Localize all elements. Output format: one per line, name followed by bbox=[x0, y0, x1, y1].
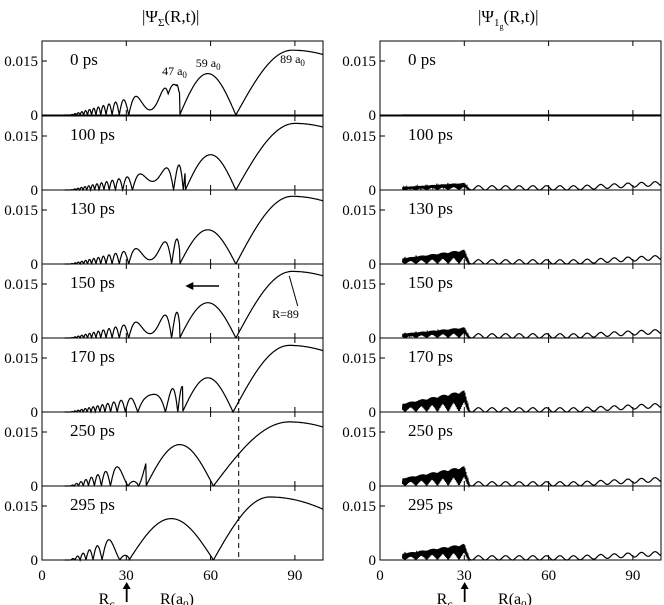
y-tick-label: 0.015 bbox=[342, 425, 376, 441]
panel-left-4: 0 0.015 170 ps bbox=[4, 337, 324, 421]
series-line bbox=[401, 181, 661, 192]
y-tick-label: 0.015 bbox=[4, 203, 38, 219]
panel-time-label: 295 ps bbox=[408, 495, 453, 514]
panel-time-label: 100 ps bbox=[70, 125, 115, 144]
panel-left-2: 0 0.015 130 ps bbox=[4, 189, 324, 273]
panel-frame bbox=[41, 40, 324, 116]
x-tick-label: 90 bbox=[287, 568, 302, 584]
panel-time-label: 150 ps bbox=[70, 273, 115, 292]
panel-time-label: 130 ps bbox=[70, 199, 115, 218]
y-tick-label: 0 bbox=[369, 479, 377, 495]
y-tick-label: 0.015 bbox=[4, 129, 38, 145]
y-tick-label: 0 bbox=[31, 553, 39, 569]
y-tick-label: 0.015 bbox=[342, 277, 376, 293]
series-line bbox=[64, 421, 324, 488]
panel-right-0: 0 0.015 0 ps bbox=[342, 40, 662, 124]
chart-panels: 0 0.015 0 ps 0 0.015 100 ps 0 0.015 130 ps 0 0.015… bbox=[4, 40, 662, 569]
rc-label: Rc bbox=[99, 591, 115, 605]
series-line bbox=[401, 327, 661, 340]
y-tick-label: 0 bbox=[31, 257, 39, 273]
x-tick-label: 0 bbox=[38, 568, 46, 584]
y-tick-label: 0 bbox=[31, 108, 39, 124]
x-axis-title: R(a0) bbox=[498, 591, 532, 605]
y-tick-label: 0.015 bbox=[4, 277, 38, 293]
x-tick-label: 90 bbox=[625, 568, 640, 584]
panel-time-label: 250 ps bbox=[408, 421, 453, 440]
panel-left-3: 0 0.015 150 ps bbox=[4, 263, 324, 347]
series-line bbox=[401, 390, 661, 413]
panel-time-label: 170 ps bbox=[70, 347, 115, 366]
column-title-0: |ΨΣ(R,t)| bbox=[142, 7, 199, 29]
panel-right-1: 0 0.015 100 ps bbox=[342, 115, 662, 199]
panel-frame bbox=[41, 485, 324, 561]
y-tick-label: 0.015 bbox=[342, 351, 376, 367]
panel-right-2: 0 0.015 130 ps bbox=[342, 189, 662, 273]
y-tick-label: 0 bbox=[369, 553, 377, 569]
panel-right-5: 0 0.015 250 ps bbox=[342, 411, 662, 495]
series-line bbox=[64, 270, 324, 340]
panel-left-5: 0 0.015 250 ps bbox=[4, 411, 324, 495]
annotation-47: 47 a0 bbox=[162, 64, 187, 80]
x-tick-label: 60 bbox=[541, 568, 556, 584]
y-tick-label: 0.015 bbox=[342, 203, 376, 219]
panel-time-label: 295 ps bbox=[70, 495, 115, 514]
x-tick-label: 60 bbox=[203, 568, 218, 584]
series-line bbox=[64, 49, 324, 117]
y-tick-label: 0 bbox=[31, 183, 39, 199]
rc-arrow-head bbox=[460, 582, 469, 589]
x-tick-label: 30 bbox=[119, 568, 134, 584]
series-line bbox=[64, 195, 324, 266]
panel-time-label: 0 ps bbox=[70, 50, 98, 69]
y-tick-label: 0.015 bbox=[342, 54, 376, 70]
leftward-arrow-head bbox=[185, 282, 194, 290]
annotation-r89-pointer bbox=[288, 275, 299, 307]
column-title-1: |Ψ1g(R,t)| bbox=[478, 7, 539, 31]
panel-time-label: 170 ps bbox=[408, 347, 453, 366]
panel-right-6: 0 0.015 295 ps bbox=[342, 485, 662, 569]
y-tick-label: 0.015 bbox=[4, 351, 38, 367]
bottom-axis-labels: 0 30 60 90 Rc R(a0) 0 30 60 90 Rc R(a0) bbox=[38, 568, 640, 605]
panel-time-label: 130 ps bbox=[408, 199, 453, 218]
y-tick-label: 0.015 bbox=[342, 499, 376, 515]
y-tick-label: 0 bbox=[31, 331, 39, 347]
x-axis-title: R(a0) bbox=[160, 591, 194, 605]
panel-frame bbox=[379, 485, 662, 561]
annotation-r89: R=89 bbox=[272, 307, 299, 321]
y-tick-label: 0.015 bbox=[4, 425, 38, 441]
series-line bbox=[401, 543, 661, 562]
y-tick-label: 0.015 bbox=[4, 499, 38, 515]
x-tick-label: 30 bbox=[457, 568, 472, 584]
annotation-59: 59 a0 bbox=[196, 56, 221, 72]
y-tick-label: 0 bbox=[31, 479, 39, 495]
y-tick-label: 0 bbox=[369, 108, 377, 124]
y-tick-label: 0 bbox=[369, 405, 377, 421]
panel-time-label: 150 ps bbox=[408, 273, 453, 292]
y-tick-label: 0 bbox=[369, 257, 377, 273]
panel-left-6: 0 0.015 295 ps bbox=[4, 485, 324, 569]
panel-right-3: 0 0.015 150 ps bbox=[342, 263, 662, 347]
y-tick-label: 0 bbox=[369, 183, 377, 199]
panel-time-label: 0 ps bbox=[408, 50, 436, 69]
y-tick-label: 0.015 bbox=[342, 129, 376, 145]
panel-time-label: 250 ps bbox=[70, 421, 115, 440]
x-tick-label: 0 bbox=[376, 568, 384, 584]
panel-time-label: 100 ps bbox=[408, 125, 453, 144]
panel-right-4: 0 0.015 170 ps bbox=[342, 337, 662, 421]
series-line bbox=[401, 249, 661, 266]
panel-left-0: 0 0.015 0 ps bbox=[4, 40, 324, 124]
series-line bbox=[64, 496, 324, 562]
annotation-89: 89 a0 bbox=[280, 52, 305, 68]
series-line bbox=[401, 466, 661, 489]
series-line bbox=[64, 344, 324, 414]
column-titles: |ΨΣ(R,t)| |Ψ1g(R,t)| bbox=[142, 7, 539, 31]
y-tick-label: 0 bbox=[31, 405, 39, 421]
rc-arrow-head bbox=[122, 582, 131, 589]
y-tick-label: 0.015 bbox=[4, 54, 38, 70]
panel-left-1: 0 0.015 100 ps bbox=[4, 115, 324, 199]
rc-label: Rc bbox=[437, 591, 453, 605]
series-line bbox=[64, 122, 324, 193]
y-tick-label: 0 bbox=[369, 331, 377, 347]
